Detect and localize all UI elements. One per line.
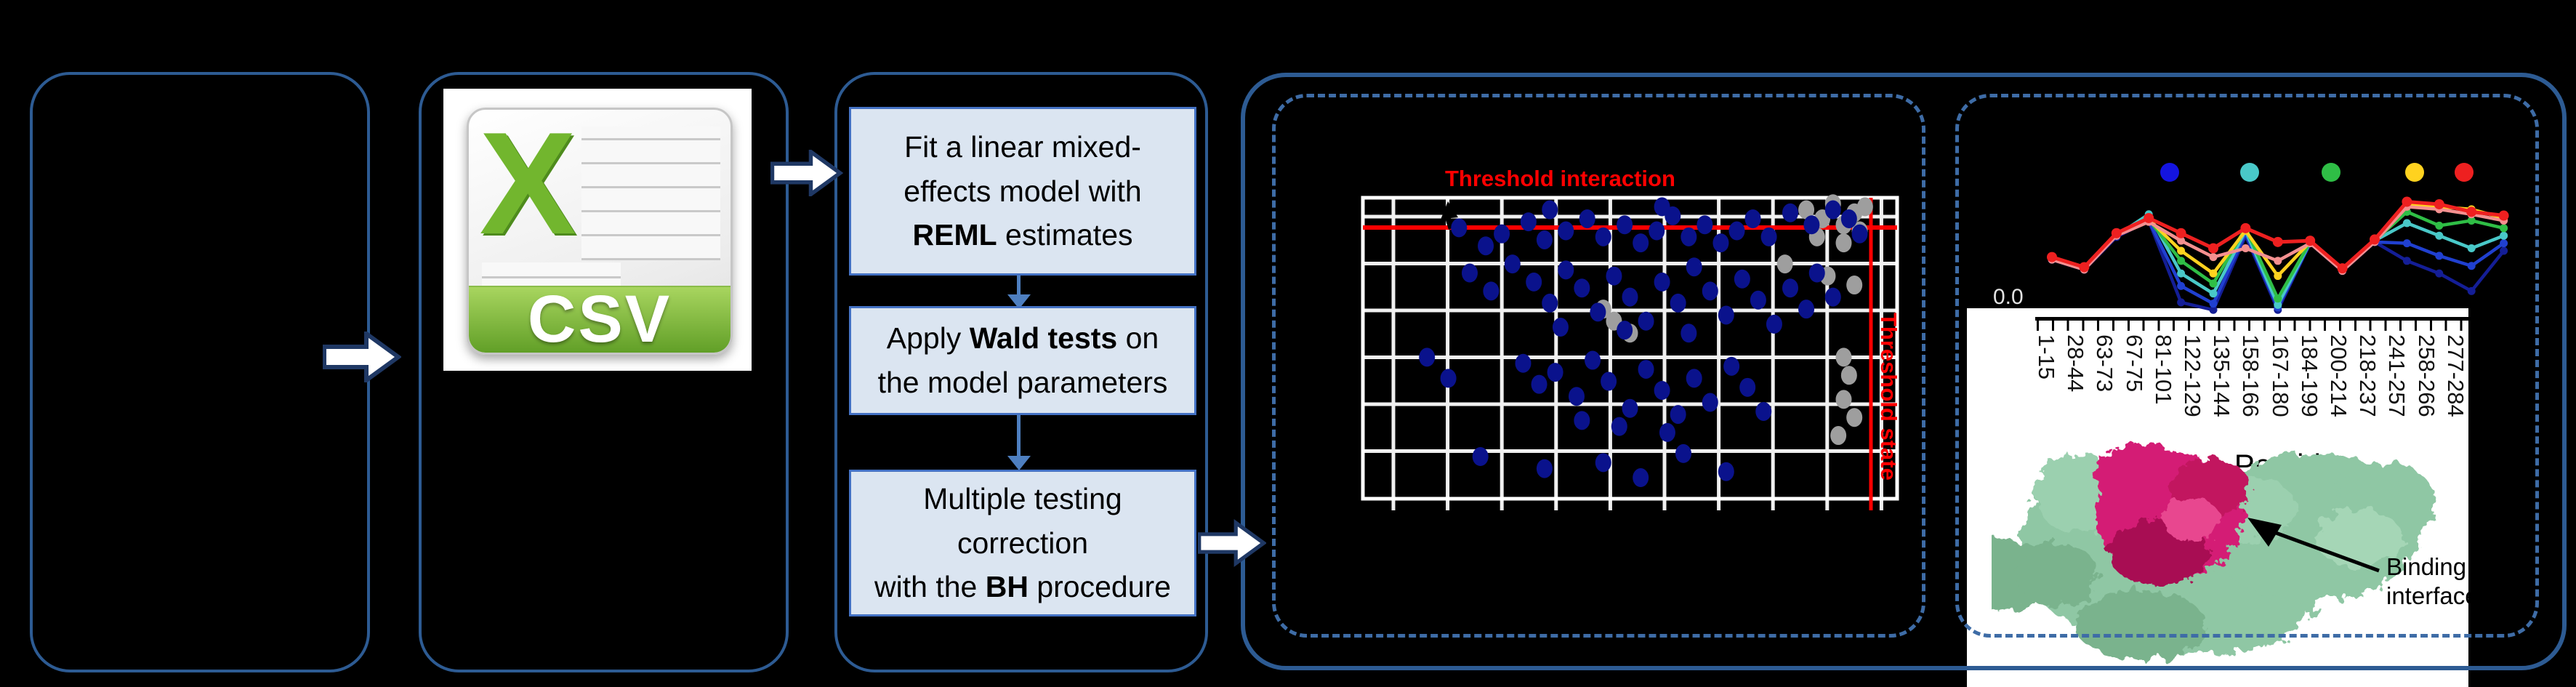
flow-step-bh: Multiple testing correction with the BH pr…	[849, 470, 1196, 616]
scatter-title: Threshold interaction	[1445, 166, 1675, 191]
flow-connector	[1017, 271, 1021, 296]
flow-step-wald: Apply Wald tests on the model parameters	[849, 306, 1196, 415]
panel-input	[30, 72, 370, 672]
protein-structure-image	[1992, 443, 2435, 660]
scatter-plot	[1361, 194, 1899, 510]
uptake-line-chart	[2047, 163, 2509, 314]
csv-image-background: X CSV	[443, 89, 752, 371]
binding-interface-label: Binding interface	[2386, 553, 2468, 610]
right-arrow-icon	[323, 332, 401, 382]
threshold-state-label: Threshold state	[1876, 313, 1901, 481]
x-axis-line	[2035, 317, 2468, 321]
y-axis-tick: 0.0	[1993, 285, 2024, 309]
annotation-arrow-line	[2261, 526, 2380, 573]
csv-band: CSV	[469, 282, 730, 353]
x-axis-ticks	[2037, 321, 2468, 331]
csv-label: CSV	[527, 282, 672, 355]
arrow-down-icon	[1007, 456, 1031, 470]
annotation-arrowhead-icon	[2247, 518, 2282, 547]
spreadsheet-grid-icon	[581, 126, 720, 261]
arrow-down-icon	[1007, 294, 1031, 309]
flow-connector	[1017, 411, 1021, 457]
right-arrow-icon	[1198, 519, 1266, 567]
right-arrow-icon	[770, 150, 843, 196]
flow-step-reml: Fit a linear mixed-effects model with REM…	[849, 107, 1196, 276]
excel-x-icon: X	[479, 108, 576, 265]
protein-magenta-core	[2096, 443, 2250, 585]
hdx-axis-area: 1-15 28-44 63-73 67-75 81-101 122-129 135-144 1…	[1967, 308, 2468, 687]
csv-file-icon: X CSV	[467, 108, 733, 355]
